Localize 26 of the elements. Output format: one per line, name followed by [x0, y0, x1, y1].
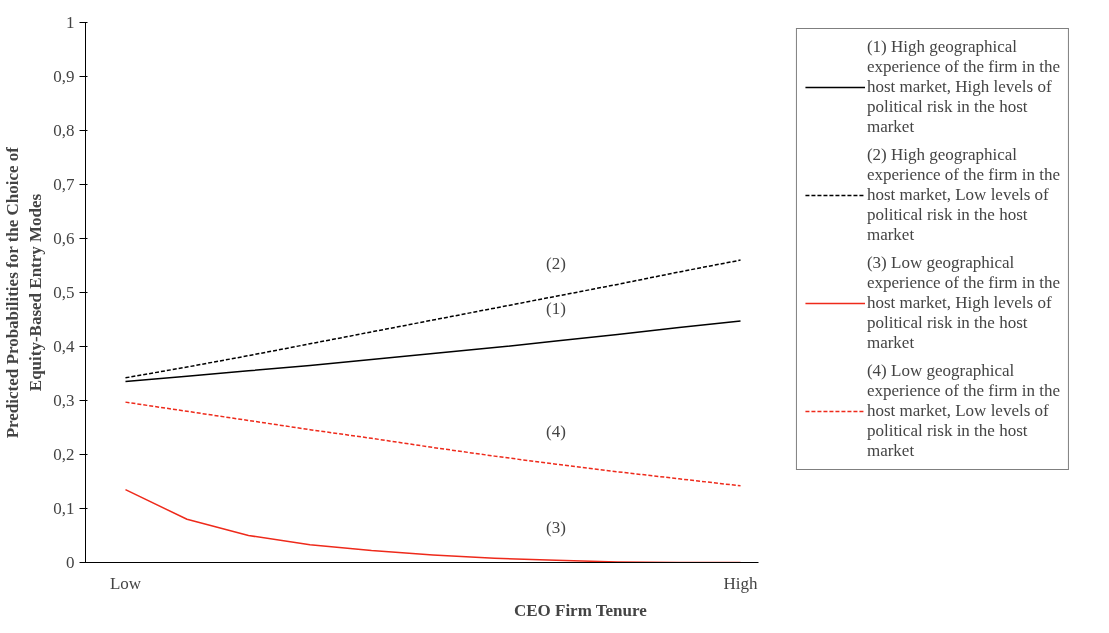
- line-series: [124, 401, 742, 487]
- y-tick-label: 0,1: [53, 499, 75, 518]
- y-tick-label: 0,8: [53, 121, 75, 140]
- line-series: [124, 259, 742, 379]
- legend-label: (1) High geographical experience of the firm in the host market, High levels of political risk in the host market: [866, 37, 1060, 137]
- x-axis-title: CEO Firm Tenure: [513, 600, 648, 620]
- legend-label: (3) Low geographical experience of the firm in the host market, High levels of political risk in the host market: [866, 253, 1060, 353]
- legend-label: (2) High geographical experience of the firm in the host market, Low levels of political risk in the host market: [866, 145, 1060, 245]
- line-series: [124, 320, 742, 383]
- annotation: (3): [546, 518, 566, 538]
- annotation: (1): [546, 299, 566, 319]
- y-tick-label: 0,4: [53, 337, 75, 356]
- y-tick-label: 0,3: [53, 391, 75, 410]
- y-tick-label: 0,7: [53, 175, 75, 194]
- annotation: (4): [546, 422, 566, 442]
- x-tick-label: Low: [109, 573, 142, 593]
- y-axis-title: Predicted Probabilities for the Choice of Equity-Based Entry Modes: [3, 146, 46, 439]
- y-tick-label: 0,6: [53, 229, 75, 248]
- y-tick-label: 0,9: [53, 67, 75, 86]
- x-tick-label: High: [723, 573, 759, 593]
- y-tick-label: 0,5: [53, 283, 75, 302]
- y-tick-label: 0: [66, 553, 75, 572]
- y-tick-label: 0,2: [53, 445, 75, 464]
- annotation: (2): [546, 254, 566, 274]
- y-tick-label: 1: [66, 13, 75, 32]
- legend-label: (4) Low geographical experience of the firm in the host market, Low levels of political risk in the host market: [866, 361, 1060, 461]
